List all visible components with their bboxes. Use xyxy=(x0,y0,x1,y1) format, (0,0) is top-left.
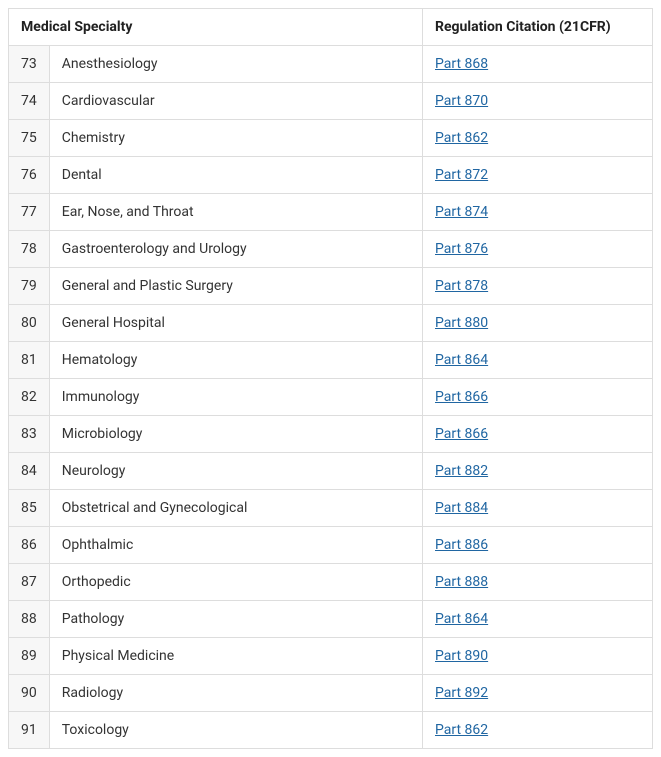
specialty-cell: General and Plastic Surgery xyxy=(49,268,422,305)
header-regulation-citation: Regulation Citation (21CFR) xyxy=(423,9,653,46)
citation-cell: Part 866 xyxy=(423,416,653,453)
citation-cell: Part 878 xyxy=(423,268,653,305)
table-header-row: Medical Specialty Regulation Citation (2… xyxy=(9,9,653,46)
specialty-cell: Immunology xyxy=(49,379,422,416)
citation-cell: Part 864 xyxy=(423,342,653,379)
table-row: 83Microbiology Part 866 xyxy=(9,416,653,453)
table-row: 74Cardiovascular Part 870 xyxy=(9,83,653,120)
row-number: 88 xyxy=(9,601,50,638)
row-number: 82 xyxy=(9,379,50,416)
row-number: 90 xyxy=(9,675,50,712)
table-row: 80General Hospital Part 880 xyxy=(9,305,653,342)
table-row: 89Physical Medicine Part 890 xyxy=(9,638,653,675)
citation-link[interactable]: Part 886 xyxy=(435,537,488,553)
citation-link[interactable]: Part 868 xyxy=(435,56,488,72)
table-row: 82Immunology Part 866 xyxy=(9,379,653,416)
row-number: 79 xyxy=(9,268,50,305)
specialty-cell: Physical Medicine xyxy=(49,638,422,675)
citation-cell: Part 874 xyxy=(423,194,653,231)
specialty-cell: Ear, Nose, and Throat xyxy=(49,194,422,231)
table-row: 88Pathology Part 864 xyxy=(9,601,653,638)
table-row: 85Obstetrical and Gynecological Part 884 xyxy=(9,490,653,527)
citation-link[interactable]: Part 862 xyxy=(435,722,488,738)
row-number: 85 xyxy=(9,490,50,527)
citation-link[interactable]: Part 864 xyxy=(435,611,488,627)
citation-link[interactable]: Part 888 xyxy=(435,574,488,590)
row-number: 74 xyxy=(9,83,50,120)
table-row: 86Ophthalmic Part 886 xyxy=(9,527,653,564)
row-number: 80 xyxy=(9,305,50,342)
citation-link[interactable]: Part 870 xyxy=(435,93,488,109)
row-number: 84 xyxy=(9,453,50,490)
row-number: 75 xyxy=(9,120,50,157)
citation-cell: Part 864 xyxy=(423,601,653,638)
citation-link[interactable]: Part 864 xyxy=(435,352,488,368)
citation-link[interactable]: Part 872 xyxy=(435,167,488,183)
row-number: 87 xyxy=(9,564,50,601)
citation-link[interactable]: Part 880 xyxy=(435,315,488,331)
row-number: 86 xyxy=(9,527,50,564)
specialty-cell: Orthopedic xyxy=(49,564,422,601)
specialty-cell: Dental xyxy=(49,157,422,194)
citation-link[interactable]: Part 890 xyxy=(435,648,488,664)
citation-cell: Part 866 xyxy=(423,379,653,416)
specialty-cell: General Hospital xyxy=(49,305,422,342)
table-row: 78Gastroenterology and Urology Part 876 xyxy=(9,231,653,268)
specialty-cell: Microbiology xyxy=(49,416,422,453)
citation-cell: Part 876 xyxy=(423,231,653,268)
table-row: 79General and Plastic Surgery Part 878 xyxy=(9,268,653,305)
citation-link[interactable]: Part 874 xyxy=(435,204,488,220)
citation-link[interactable]: Part 892 xyxy=(435,685,488,701)
row-number: 89 xyxy=(9,638,50,675)
specialty-cell: Neurology xyxy=(49,453,422,490)
regulation-table: Medical Specialty Regulation Citation (2… xyxy=(8,8,653,749)
specialty-cell: Obstetrical and Gynecological xyxy=(49,490,422,527)
row-number: 83 xyxy=(9,416,50,453)
table-row: 75Chemistry Part 862 xyxy=(9,120,653,157)
citation-link[interactable]: Part 862 xyxy=(435,130,488,146)
specialty-cell: Gastroenterology and Urology xyxy=(49,231,422,268)
table-row: 81Hematology Part 864 xyxy=(9,342,653,379)
table-row: 84Neurology Part 882 xyxy=(9,453,653,490)
citation-cell: Part 884 xyxy=(423,490,653,527)
table-row: 76Dental Part 872 xyxy=(9,157,653,194)
citation-cell: Part 890 xyxy=(423,638,653,675)
citation-link[interactable]: Part 884 xyxy=(435,500,488,516)
citation-cell: Part 892 xyxy=(423,675,653,712)
specialty-cell: Ophthalmic xyxy=(49,527,422,564)
citation-cell: Part 868 xyxy=(423,46,653,83)
row-number: 73 xyxy=(9,46,50,83)
row-number: 81 xyxy=(9,342,50,379)
citation-cell: Part 880 xyxy=(423,305,653,342)
row-number: 78 xyxy=(9,231,50,268)
table-row: 90Radiology Part 892 xyxy=(9,675,653,712)
citation-link[interactable]: Part 878 xyxy=(435,278,488,294)
citation-cell: Part 882 xyxy=(423,453,653,490)
specialty-cell: Chemistry xyxy=(49,120,422,157)
header-medical-specialty: Medical Specialty xyxy=(9,9,423,46)
citation-cell: Part 888 xyxy=(423,564,653,601)
specialty-cell: Anesthesiology xyxy=(49,46,422,83)
specialty-cell: Pathology xyxy=(49,601,422,638)
citation-cell: Part 870 xyxy=(423,83,653,120)
citation-link[interactable]: Part 876 xyxy=(435,241,488,257)
table-row: 87Orthopedic Part 888 xyxy=(9,564,653,601)
citation-cell: Part 886 xyxy=(423,527,653,564)
row-number: 76 xyxy=(9,157,50,194)
table-row: 73Anesthesiology Part 868 xyxy=(9,46,653,83)
citation-cell: Part 872 xyxy=(423,157,653,194)
specialty-cell: Radiology xyxy=(49,675,422,712)
citation-cell: Part 862 xyxy=(423,120,653,157)
citation-link[interactable]: Part 882 xyxy=(435,463,488,479)
row-number: 77 xyxy=(9,194,50,231)
specialty-cell: Cardiovascular xyxy=(49,83,422,120)
table-row: 77Ear, Nose, and Throat Part 874 xyxy=(9,194,653,231)
specialty-cell: Hematology xyxy=(49,342,422,379)
citation-link[interactable]: Part 866 xyxy=(435,389,488,405)
citation-link[interactable]: Part 866 xyxy=(435,426,488,442)
